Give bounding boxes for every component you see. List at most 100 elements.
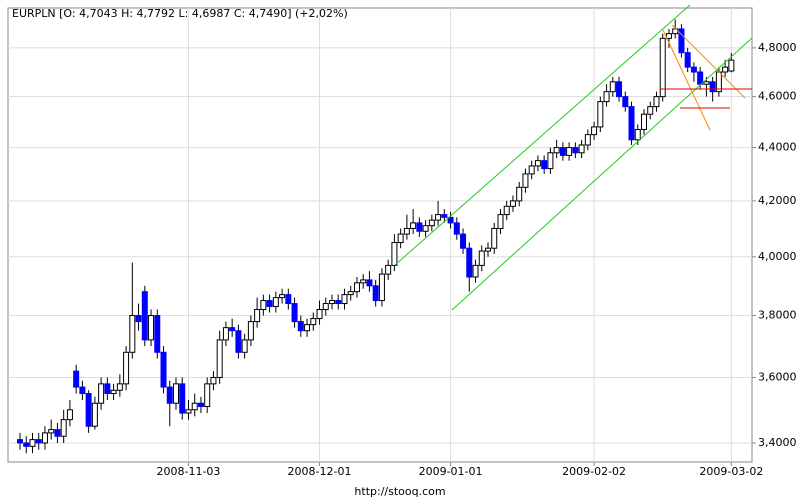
candle-body	[335, 300, 342, 305]
candle-body	[17, 439, 23, 444]
candle-body	[148, 315, 155, 341]
candle-body	[129, 315, 136, 353]
candle-body	[310, 318, 317, 326]
candle-body	[428, 219, 435, 227]
candle-body	[60, 419, 67, 437]
candle-body	[279, 294, 286, 299]
candle-body	[185, 409, 192, 414]
candle-body	[173, 383, 179, 404]
candles	[17, 19, 735, 454]
source: http://stooq.com	[354, 485, 445, 498]
candle-body	[229, 327, 236, 332]
candle-body	[85, 393, 92, 427]
candle-body	[254, 309, 261, 323]
channel-lower	[451, 37, 753, 311]
candle-body	[485, 247, 491, 252]
candle-body	[703, 81, 710, 85]
candle-body	[29, 439, 36, 447]
candle-body	[403, 227, 410, 235]
candle-body	[578, 144, 585, 154]
candle-body	[191, 402, 198, 411]
candle-body	[441, 214, 448, 218]
candle-body	[116, 383, 123, 391]
candle-body	[616, 81, 623, 98]
candle-body	[266, 300, 273, 308]
candle-body	[678, 28, 685, 54]
trend-lines	[394, 4, 753, 311]
candle-body	[378, 273, 385, 302]
candle-body	[566, 147, 573, 156]
candle-body	[260, 300, 267, 311]
candle-body	[210, 376, 217, 385]
candle-body	[135, 315, 142, 323]
x-tick-label: 2008-12-01	[288, 465, 352, 478]
candle-body	[628, 106, 635, 141]
candle-body	[547, 152, 554, 170]
candle-body	[272, 297, 279, 308]
y-tick-label: 4,0000	[758, 250, 797, 263]
x-tick-label: 2008-11-03	[157, 465, 221, 478]
candle-body	[559, 147, 566, 156]
candle-body	[690, 66, 697, 73]
candle-body	[79, 386, 86, 395]
candle-body	[572, 147, 579, 154]
candle-body	[466, 247, 473, 278]
candle-body	[385, 264, 392, 275]
candle-body	[54, 429, 61, 437]
candle-body	[141, 291, 148, 341]
candle-body	[304, 324, 311, 332]
candle-body	[235, 330, 242, 353]
candle-body	[341, 294, 348, 305]
candle-body	[285, 294, 292, 305]
candle-body	[659, 37, 666, 98]
y-tick-label: 3,4000	[758, 436, 797, 449]
candle-body	[366, 279, 373, 287]
candle-body	[491, 227, 498, 249]
candle-body	[591, 126, 598, 136]
candle-body	[73, 370, 80, 388]
candle-body	[360, 279, 367, 284]
y-tick-label: 4,4000	[758, 141, 797, 154]
candle-body	[247, 321, 254, 341]
candle-body	[179, 383, 186, 414]
candle-body	[647, 106, 654, 115]
candle-body	[597, 101, 604, 128]
candle-body	[204, 383, 211, 407]
candle-body	[110, 389, 117, 395]
candle-body	[522, 173, 529, 188]
candle-body	[241, 339, 248, 353]
candle-body	[584, 134, 591, 146]
candle-body	[709, 81, 716, 93]
candle-body	[497, 214, 504, 229]
candle-body	[460, 233, 467, 249]
candle-body	[422, 225, 429, 232]
candle-body	[665, 33, 672, 39]
y-tick-label: 3,6000	[758, 370, 797, 383]
candle-body	[66, 409, 73, 421]
candle-body	[728, 59, 735, 72]
candle-body	[453, 222, 460, 235]
candle-body	[35, 439, 42, 444]
x-tick-label: 2009-03-02	[699, 465, 763, 478]
candle-body	[634, 128, 641, 141]
candle-body	[516, 186, 523, 202]
candle-body	[410, 222, 417, 229]
y-tick-label: 3,8000	[758, 309, 797, 322]
candle-body	[23, 442, 30, 447]
candle-body	[435, 214, 442, 221]
candle-body	[48, 429, 55, 434]
candle-body	[541, 160, 548, 170]
candle-body	[509, 200, 516, 207]
x-tick-label: 2009-02-02	[562, 465, 626, 478]
y-tick-label: 4,6000	[758, 90, 797, 103]
candle-body	[353, 282, 360, 293]
candle-body	[697, 71, 704, 85]
candle-body	[397, 233, 404, 244]
candle-body	[160, 351, 167, 388]
y-tick-label: 4,2000	[758, 194, 797, 207]
candle-body	[534, 160, 541, 167]
candle-body	[222, 327, 229, 341]
candle-body	[722, 66, 729, 73]
